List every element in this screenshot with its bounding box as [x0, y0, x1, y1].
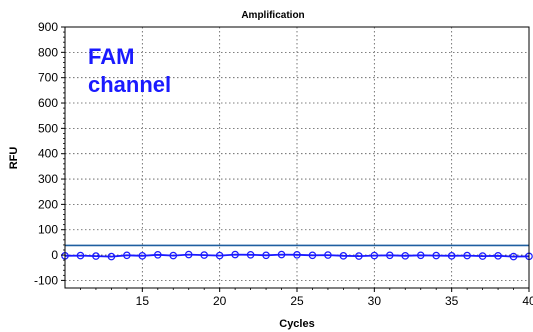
data-point — [339, 252, 348, 260]
x-tick-label: 25 — [290, 294, 304, 308]
data-point — [478, 252, 487, 260]
data-point — [494, 252, 502, 260]
y-tick-label: 600 — [38, 96, 58, 110]
x-axis-title: Cycles — [279, 318, 314, 330]
y-tick-label: 300 — [38, 172, 58, 186]
data-point — [370, 251, 379, 260]
y-axis-title: RFU — [8, 147, 20, 170]
y-tick-label: 200 — [38, 197, 58, 211]
chart-title: Amplification — [241, 10, 304, 21]
x-tick-label: 30 — [368, 294, 382, 308]
data-point — [123, 251, 131, 260]
data-point — [215, 251, 224, 260]
data-point — [169, 251, 178, 260]
channel-annotation: FAM channel — [88, 44, 171, 97]
series-line — [64, 253, 530, 258]
x-axis: 15 20 25 30 35 40 — [80, 288, 533, 308]
data-point — [447, 252, 456, 260]
x-tick-label: 35 — [445, 294, 459, 308]
data-point — [355, 252, 363, 260]
y-tick-label: 900 — [38, 20, 58, 34]
x-tick-label: 15 — [136, 294, 150, 308]
data-point — [184, 250, 193, 259]
data-point — [432, 251, 441, 260]
x-tick-label: 20 — [213, 294, 227, 308]
y-tick-label: 700 — [38, 71, 58, 85]
data-point — [324, 251, 332, 259]
data-point — [107, 252, 116, 261]
y-tick-label: 800 — [38, 45, 58, 59]
y-tick-label: -100 — [34, 273, 58, 287]
y-tick-label: 500 — [38, 121, 58, 135]
x-tick-label: 40 — [522, 294, 533, 308]
data-point — [463, 251, 471, 260]
y-tick-label: 400 — [38, 147, 58, 161]
data-point — [138, 252, 147, 260]
data-point — [262, 251, 270, 260]
y-tick-label: 0 — [51, 248, 58, 262]
data-point — [92, 252, 100, 260]
data-point — [76, 251, 85, 260]
data-point — [277, 250, 286, 259]
data-point — [293, 251, 301, 259]
data-point — [509, 252, 518, 261]
data-point — [231, 250, 239, 259]
data-point — [200, 251, 209, 259]
data-point — [385, 251, 394, 260]
data-point — [416, 251, 425, 260]
data-point — [246, 251, 255, 259]
data-point — [308, 251, 317, 260]
y-axis: -100 0 100 200 300 400 500 600 700 800 900 — [34, 20, 65, 287]
data-point — [154, 251, 162, 259]
series-fam — [61, 250, 533, 261]
data-point — [401, 252, 410, 260]
y-tick-label: 100 — [38, 223, 58, 237]
